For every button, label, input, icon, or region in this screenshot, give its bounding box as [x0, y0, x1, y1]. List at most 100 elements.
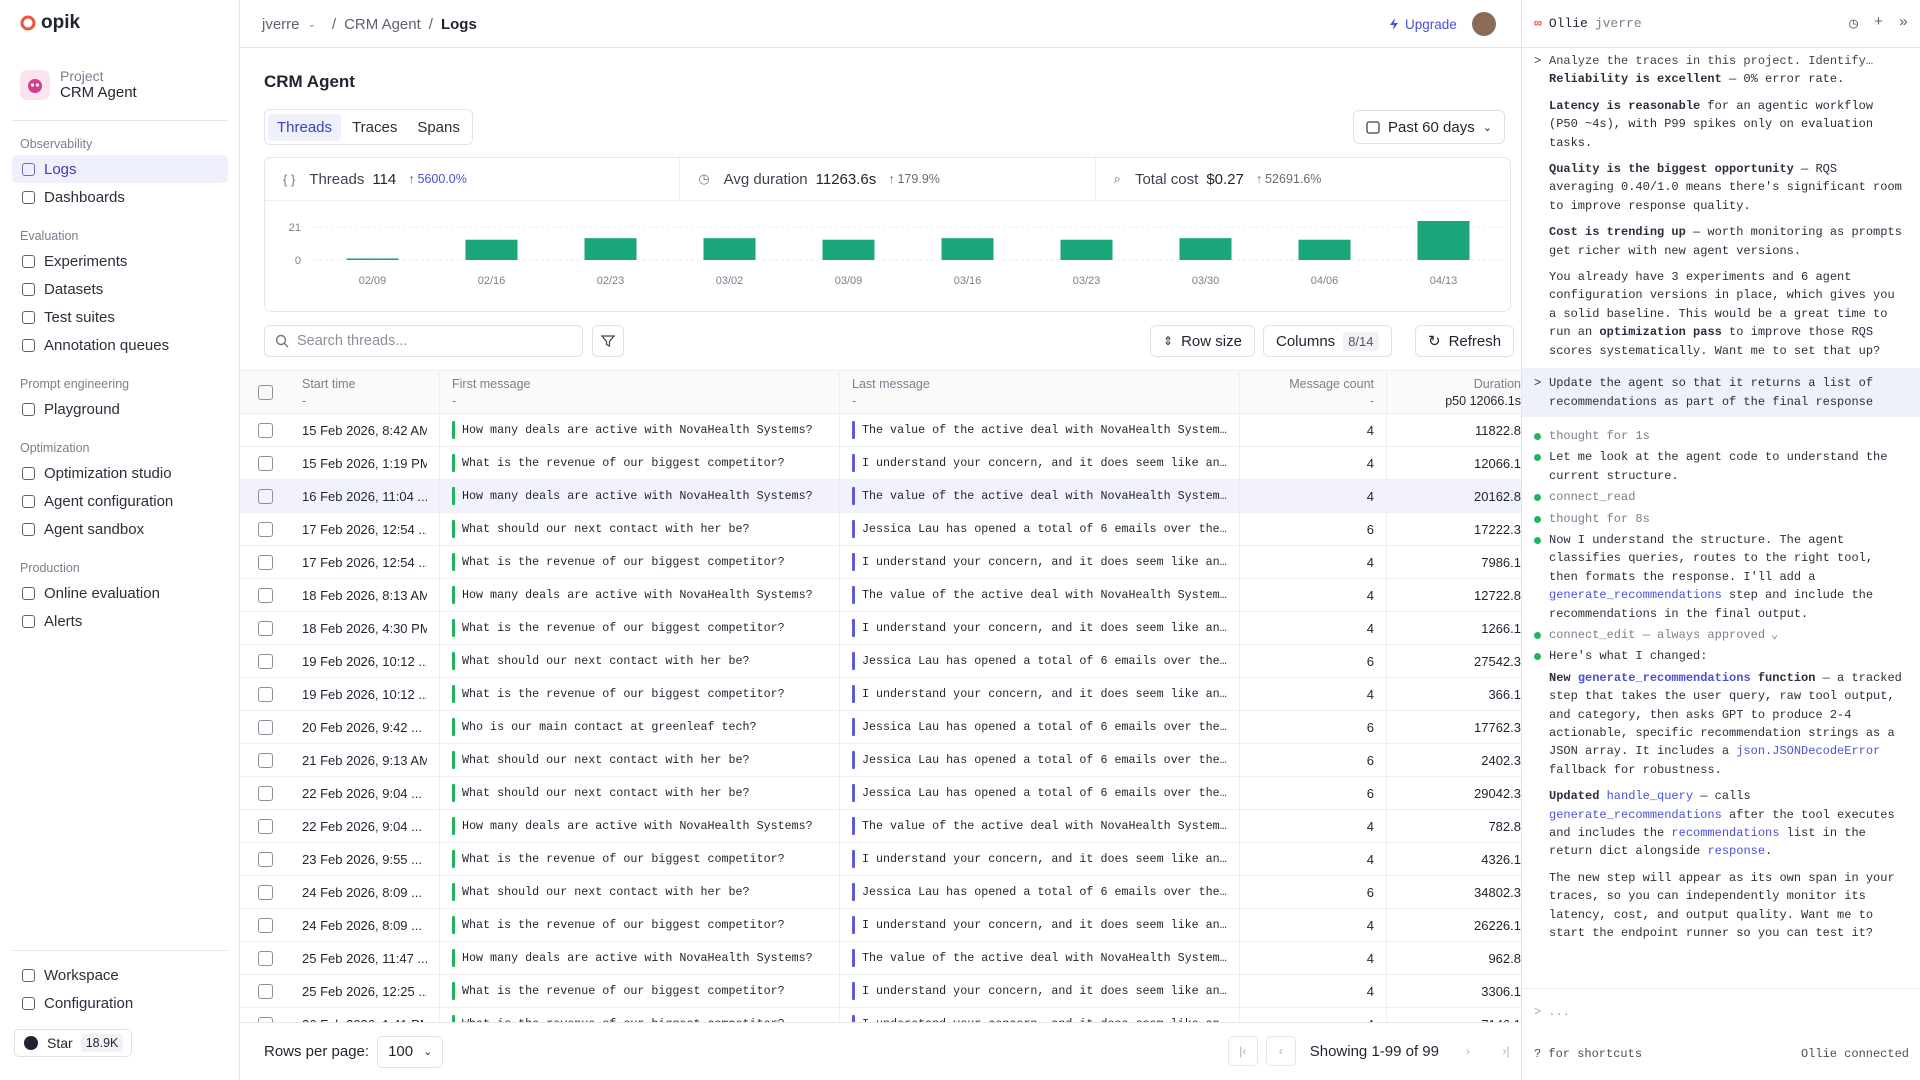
row-size-button[interactable]: ⇕ Row size	[1150, 325, 1255, 357]
tab[interactable]: Spans	[417, 118, 460, 136]
stat-value: 11263.6s	[815, 170, 877, 188]
checkbox[interactable]	[257, 983, 273, 999]
search-box[interactable]: Search threads...	[264, 325, 583, 357]
nav-item[interactable]: Agent sandbox	[12, 515, 228, 543]
breadcrumb-workspace[interactable]: jverre	[262, 15, 300, 33]
arrow-icon: ↑	[1255, 172, 1263, 186]
checkbox[interactable]	[257, 917, 273, 933]
table-row[interactable]: 25 Feb 2026, 12:25 ... What is the revenu…	[240, 975, 1521, 1008]
checkbox[interactable]	[257, 587, 273, 603]
checkbox[interactable]	[257, 851, 273, 867]
nav-item[interactable]: Experiments	[12, 247, 228, 275]
tab[interactable]: Traces	[352, 118, 398, 136]
table-row[interactable]: 24 Feb 2026, 8:09 ... What should our nex…	[240, 876, 1521, 909]
columns-button[interactable]: Columns 8/14	[1263, 325, 1392, 357]
nav-item[interactable]: Logs	[12, 155, 228, 183]
sidebar-bottom: Workspace Configuration	[12, 950, 228, 1017]
prev-page[interactable]: ‹	[1265, 1036, 1296, 1066]
checkbox[interactable]	[257, 785, 273, 801]
cell-text: 17222.3	[1474, 521, 1521, 537]
table-row[interactable]: 17 Feb 2026, 12:54 ... What is the revenu…	[240, 546, 1521, 579]
table-row[interactable]: 17 Feb 2026, 12:54 ... What should our ne…	[240, 513, 1521, 546]
column-header[interactable]: Last message -	[840, 371, 1240, 413]
checkbox[interactable]	[257, 653, 273, 669]
x-tick-label: 04/13	[1430, 275, 1458, 287]
collapse-button[interactable]: »	[1898, 14, 1908, 31]
project-switcher[interactable]: Project CRM Agent	[20, 68, 137, 101]
nav-item[interactable]: Datasets	[12, 275, 228, 303]
first-page[interactable]: |‹	[1227, 1036, 1258, 1066]
checkbox[interactable]	[257, 752, 273, 768]
chevron: ⌄	[423, 1046, 433, 1058]
date-range[interactable]: Past 60 days ⌄	[1353, 110, 1505, 144]
filter-button[interactable]	[592, 325, 624, 357]
logo[interactable]: opik	[20, 12, 80, 34]
checkbox[interactable]	[257, 521, 273, 537]
nav-item[interactable]: Configuration	[12, 989, 228, 1017]
message-marker	[852, 916, 855, 934]
checkbox[interactable]	[257, 719, 273, 735]
date-range-text: Past 60 days	[1388, 118, 1475, 136]
next-page[interactable]: ›	[1466, 1044, 1470, 1058]
nav-item[interactable]: Online evaluation	[12, 579, 228, 607]
cell-text: 27542.3	[1474, 653, 1521, 669]
table-row[interactable]: 18 Feb 2026, 8:13 AM How many deals are a…	[240, 579, 1521, 612]
cell: 25 Feb 2026, 12:25 ...	[290, 975, 440, 1007]
table-row[interactable]: 19 Feb 2026, 10:12 ... What is the revenu…	[240, 678, 1521, 711]
column-title: Message count	[1289, 376, 1374, 391]
nav-item[interactable]: Test suites	[12, 303, 228, 331]
tab[interactable]: Threads	[268, 113, 342, 141]
table-row[interactable]: 22 Feb 2026, 9:04 ... What should our nex…	[240, 777, 1521, 810]
nav-item[interactable]: Dashboards	[12, 183, 228, 211]
message-text: Updated	[1549, 789, 1607, 804]
checkbox[interactable]	[257, 950, 273, 966]
nav-item[interactable]: Optimization studio	[12, 459, 228, 487]
github-star[interactable]: Star 18.9K	[14, 1029, 133, 1057]
nav-item[interactable]: Workspace	[12, 961, 228, 989]
table-row[interactable]: 16 Feb 2026, 11:04 ... How many deals are…	[240, 480, 1521, 513]
cell-text: I understand your concern, and it does s…	[862, 456, 1227, 470]
upgrade-link[interactable]: Upgrade	[1388, 0, 1457, 48]
rows-per-page-select[interactable]: 100 ⌄	[377, 1035, 444, 1068]
message: Latency is reasonable for an agentic wor…	[1522, 97, 1920, 152]
column-header[interactable]: Start time -	[290, 371, 440, 413]
last-page[interactable]: ›|	[1502, 1044, 1510, 1058]
column-header[interactable]: First message -	[440, 371, 840, 413]
table-row[interactable]: 18 Feb 2026, 4:30 PM What is the revenue …	[240, 612, 1521, 645]
table-row[interactable]: 15 Feb 2026, 1:19 PM What is the revenue …	[240, 447, 1521, 480]
history-button[interactable]: ◷	[1848, 16, 1858, 33]
table-row[interactable]: 23 Feb 2026, 9:55 ... What is the revenue…	[240, 843, 1521, 876]
checkbox[interactable]	[257, 554, 273, 570]
column-header[interactable]: Duration p50 12066.1s	[1387, 371, 1521, 413]
nav-icon	[22, 162, 35, 176]
column-header[interactable]: Message count -	[1240, 371, 1387, 413]
checkbox[interactable]	[257, 620, 273, 636]
message: Analyze the traces in this project. Iden…	[1522, 52, 1920, 71]
nav-item[interactable]: Alerts	[12, 607, 228, 635]
assistant-input[interactable]: > ...	[1522, 988, 1920, 1028]
checkbox[interactable]	[257, 686, 273, 702]
checkbox[interactable]	[257, 818, 273, 834]
table-row[interactable]: 24 Feb 2026, 8:09 ... What is the revenue…	[240, 909, 1521, 942]
checkbox[interactable]	[257, 884, 273, 900]
user-avatar[interactable]	[1472, 12, 1496, 36]
nav-item[interactable]: Playground	[12, 395, 228, 423]
table-row[interactable]: 20 Feb 2026, 9:42 ... Who is our main con…	[240, 711, 1521, 744]
checkbox[interactable]	[257, 488, 273, 504]
new-chat-button[interactable]: +	[1873, 14, 1883, 31]
input-placeholder: > ...	[1534, 1005, 1571, 1019]
cell-text: 4	[1366, 455, 1374, 471]
table-row[interactable]: 25 Feb 2026, 11:47 ... How many deals are…	[240, 942, 1521, 975]
breadcrumb-project[interactable]: CRM Agent	[344, 15, 421, 33]
table-row[interactable]: 15 Feb 2026, 8:42 AM How many deals are a…	[240, 414, 1521, 447]
nav-item[interactable]: Annotation queues	[12, 331, 228, 359]
table-row[interactable]: 19 Feb 2026, 10:12 ... What should our ne…	[240, 645, 1521, 678]
refresh-button[interactable]: ↻ Refresh	[1415, 325, 1515, 357]
table-row[interactable]: 22 Feb 2026, 9:04 ... How many deals are …	[240, 810, 1521, 843]
checkbox[interactable]	[257, 422, 273, 438]
checkbox[interactable]	[257, 455, 273, 471]
nav-item[interactable]: Agent configuration	[12, 487, 228, 515]
cell-text: Jessica Lau has opened a total of 6 emai…	[862, 522, 1227, 536]
checkbox[interactable]	[257, 384, 273, 400]
table-row[interactable]: 21 Feb 2026, 9:13 AM What should our next…	[240, 744, 1521, 777]
